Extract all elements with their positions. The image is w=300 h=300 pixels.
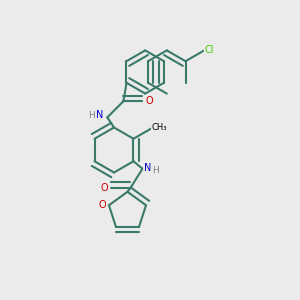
Text: O: O: [146, 96, 153, 106]
Text: CH₃: CH₃: [152, 123, 167, 132]
Text: Cl: Cl: [205, 45, 214, 56]
Text: O: O: [100, 183, 108, 193]
Text: O: O: [98, 200, 106, 210]
Text: N: N: [96, 110, 103, 120]
Text: H: H: [152, 166, 158, 175]
Text: N: N: [144, 163, 152, 173]
Text: H: H: [88, 111, 95, 120]
